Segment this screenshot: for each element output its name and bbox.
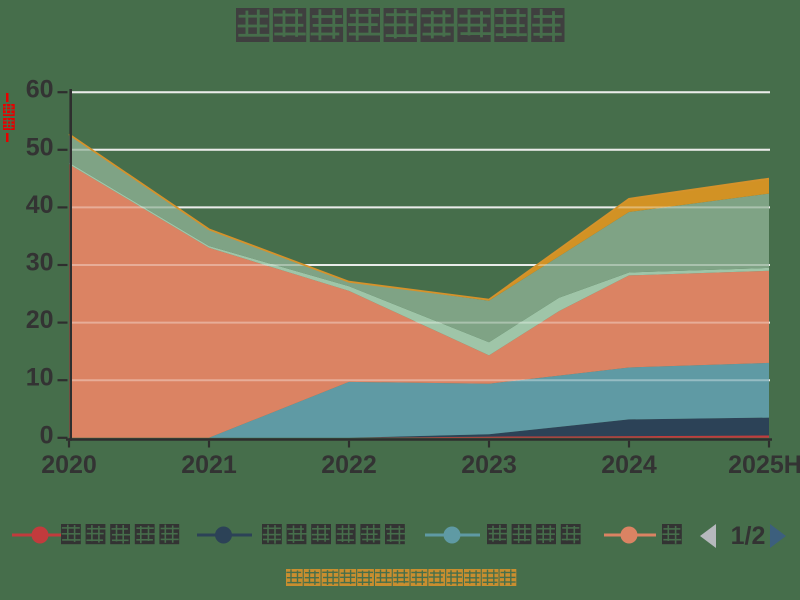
svg-text:2024: 2024 — [601, 451, 657, 479]
svg-text:40: 40 — [26, 191, 54, 219]
svg-text:20: 20 — [26, 306, 54, 334]
svg-text:2022: 2022 — [321, 451, 377, 479]
svg-text:2020: 2020 — [41, 451, 97, 479]
svg-text:50: 50 — [26, 133, 54, 161]
svg-text:2021: 2021 — [181, 451, 237, 479]
svg-text:2023: 2023 — [461, 451, 517, 479]
svg-text:60: 60 — [26, 76, 54, 104]
svg-text:0: 0 — [40, 421, 54, 449]
svg-text:2025H: 2025H — [728, 451, 800, 479]
svg-text:30: 30 — [26, 249, 54, 277]
svg-text:10: 10 — [26, 364, 54, 392]
svg-text:1/2: 1/2 — [731, 522, 766, 550]
